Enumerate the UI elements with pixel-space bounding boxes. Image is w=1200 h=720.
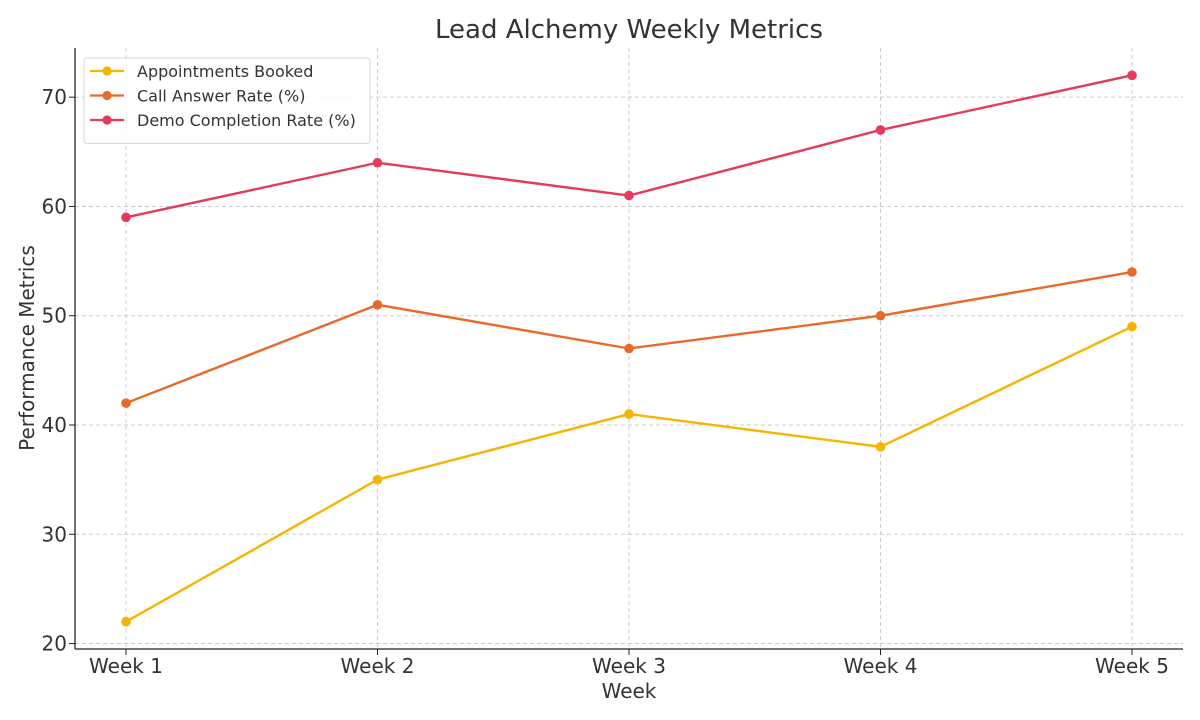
series-3	[121, 70, 1137, 223]
data-point	[121, 212, 131, 223]
legend-marker	[102, 66, 112, 76]
legend: Appointments Booked Call Answer Rate (%) D…	[83, 57, 371, 144]
data-point	[372, 474, 383, 485]
data-point	[875, 442, 886, 452]
x-tick-label: Week 3	[592, 654, 666, 678]
grid	[75, 48, 1183, 649]
data-point	[875, 125, 886, 135]
data-point	[1127, 70, 1137, 81]
series-2	[121, 267, 1137, 408]
x-tick-label: Week 5	[1095, 654, 1169, 678]
legend-item: Call Answer Rate (%)	[90, 87, 305, 106]
x-axis-label: Week	[602, 679, 657, 703]
data-point	[624, 190, 634, 201]
data-point	[875, 310, 886, 321]
legend-label: Call Answer Rate (%)	[137, 87, 305, 106]
series-lines	[121, 70, 1137, 627]
x-tick-label: Week 2	[341, 654, 415, 678]
y-tick-label: 20	[42, 632, 67, 656]
data-point	[372, 299, 383, 310]
y-tick-label: 70	[42, 85, 67, 109]
tick-labels: 20 30 40 50 60 70 Week 1 Week 2 Week 3 Week 4 Week…	[42, 85, 1169, 678]
y-tick-label: 60	[42, 194, 67, 218]
legend-marker	[102, 90, 112, 101]
data-point	[624, 409, 634, 419]
chart-title: Lead Alchemy Weekly Metrics	[435, 15, 823, 45]
legend-item: Appointments Booked	[90, 62, 313, 81]
data-point	[372, 157, 383, 168]
legend-marker	[102, 115, 112, 125]
y-tick-label: 40	[42, 413, 67, 437]
legend-label: Appointments Booked	[137, 62, 313, 81]
legend-item: Demo Completion Rate (%)	[90, 111, 356, 130]
data-point	[121, 398, 131, 408]
legend-box	[83, 57, 371, 144]
x-tick-label: Week 1	[89, 654, 163, 678]
legend-label: Demo Completion Rate (%)	[137, 111, 356, 130]
y-axis-label: Performance Metrics	[15, 245, 39, 451]
y-tick-label: 50	[42, 304, 67, 328]
x-tick-label: Week 4	[844, 654, 918, 678]
y-tick-label: 30	[42, 522, 67, 546]
data-point	[121, 616, 131, 627]
data-point	[624, 343, 634, 354]
series-1	[121, 321, 1137, 627]
data-point	[1127, 267, 1137, 277]
data-point	[1127, 321, 1137, 332]
